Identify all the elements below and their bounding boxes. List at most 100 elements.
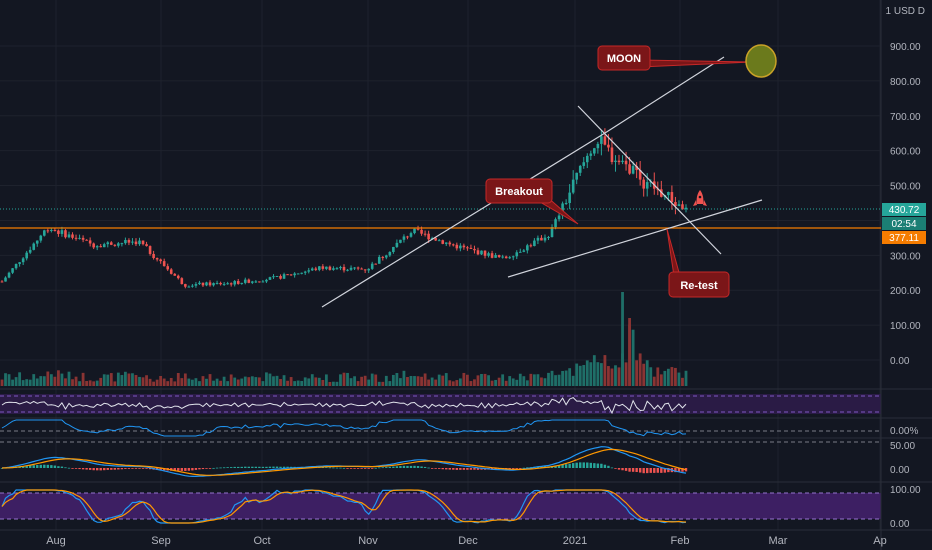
macd-histogram-bar	[589, 462, 593, 468]
volume-bar	[95, 380, 99, 386]
macd-histogram-bar	[557, 465, 561, 468]
trend-lines[interactable]	[321, 56, 763, 308]
price-tick-label: 500.00	[890, 182, 921, 193]
macd-histogram-bar	[240, 466, 243, 468]
volume-bar	[494, 379, 498, 386]
macd-histogram-bar	[674, 468, 677, 473]
breakout-label: Breakout	[495, 186, 543, 198]
volume-bar	[176, 372, 180, 386]
volume-bar	[670, 367, 674, 386]
macd-histogram-bar	[554, 465, 557, 468]
volume-bar	[444, 373, 448, 386]
volume-bar	[159, 376, 163, 386]
stoch-axis-tick-zero: 0.00	[890, 519, 910, 530]
candle-body	[564, 202, 568, 204]
moon-trendline[interactable]	[604, 56, 725, 134]
candle-body	[184, 284, 187, 287]
candle-body	[635, 166, 638, 171]
volume-bar	[310, 374, 314, 386]
macd-histogram-bar	[279, 466, 282, 468]
macd-histogram-bar	[117, 468, 120, 470]
macd-histogram-bar	[244, 466, 247, 468]
time-axis[interactable]: Aug Sep Oct Nov Dec 2021 Feb Mar Ap	[46, 535, 887, 547]
moon-annotation[interactable]: MOON	[597, 44, 777, 78]
descending-trendline[interactable]	[577, 105, 722, 255]
macd-histogram-bar	[32, 465, 35, 468]
candle-body	[377, 256, 381, 264]
macd-histogram-bar	[184, 468, 187, 471]
candle-body	[141, 240, 145, 245]
macd-histogram-bar	[642, 468, 645, 474]
volume-bar	[395, 373, 399, 386]
volume-bar	[180, 378, 184, 386]
candle-body	[526, 245, 529, 251]
macd-histogram-bar	[208, 468, 212, 469]
volume-bar	[169, 377, 173, 386]
candle-body	[229, 283, 233, 285]
retest-annotation[interactable]: Re-test	[666, 228, 730, 298]
candle-body	[607, 144, 610, 148]
volume-bar	[148, 378, 152, 386]
volume-bar	[67, 371, 71, 386]
volume-bar	[81, 372, 85, 386]
volume-bar	[599, 363, 603, 386]
volume-bar	[469, 381, 473, 386]
volume-bar	[25, 379, 29, 386]
volume-bar	[659, 374, 663, 386]
candle-body	[399, 239, 402, 243]
candle-body	[444, 242, 448, 244]
price-tick-label: 100.00	[890, 321, 921, 332]
macd-histogram-bar	[191, 468, 194, 471]
macd-histogram-bar	[480, 468, 483, 470]
macd-histogram-bar	[67, 467, 71, 469]
volume-bar	[568, 368, 572, 386]
breakout-annotation[interactable]: Breakout	[485, 178, 579, 225]
moon-callout	[597, 45, 651, 71]
candle-body	[67, 234, 71, 238]
candle-body	[589, 153, 593, 156]
candle-body	[169, 269, 173, 274]
channel-lower-trendline[interactable]	[507, 199, 763, 278]
volume-bar	[603, 355, 607, 386]
channel-upper-trendline[interactable]	[321, 132, 606, 308]
volume-bar	[28, 379, 32, 386]
candle-body	[480, 250, 483, 255]
volume-bar	[501, 374, 505, 386]
candle-body	[617, 160, 621, 163]
candle-body	[374, 263, 378, 265]
macd-histogram-bar	[325, 467, 328, 468]
retest-label: Re-test	[680, 280, 718, 292]
candle-body	[568, 192, 571, 203]
macd-histogram-bar	[512, 468, 515, 469]
candle-body	[95, 246, 99, 248]
candle-body	[176, 275, 180, 279]
last-price-value: 430.72	[889, 205, 920, 216]
candle-body	[102, 244, 106, 248]
macd-histogram-bar	[579, 462, 582, 468]
countdown-value: 02:54	[891, 219, 916, 230]
macd-histogram-bar	[519, 468, 522, 469]
candle-body	[194, 284, 198, 286]
volume-bar	[663, 370, 667, 386]
macd-histogram-bar	[110, 468, 113, 470]
volume-bar	[106, 374, 110, 386]
macd-histogram-bar	[610, 467, 614, 469]
candle-body	[624, 160, 628, 165]
volume-bar	[187, 378, 191, 386]
macd-histogram-bar	[663, 468, 667, 473]
volume-bar	[677, 372, 681, 386]
candle-body	[131, 241, 134, 243]
candle-body	[39, 235, 43, 241]
candle-body	[88, 240, 92, 244]
volume-bar	[409, 375, 413, 386]
volume-bar	[257, 377, 261, 386]
volume-bar	[293, 381, 297, 386]
stoch-band	[0, 493, 881, 519]
volume-bar	[381, 381, 385, 386]
macd-histogram-bar	[416, 466, 420, 468]
candle-body	[557, 215, 561, 220]
macd-histogram-bar	[346, 468, 349, 469]
volume-bar	[437, 374, 441, 386]
macd-histogram-bar	[124, 468, 127, 469]
